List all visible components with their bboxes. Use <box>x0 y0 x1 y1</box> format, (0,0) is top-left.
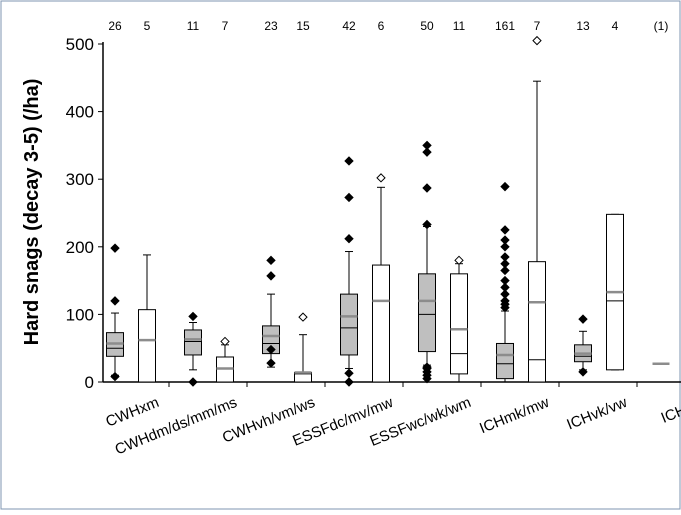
outlier-point <box>500 289 510 299</box>
outlier-point <box>344 156 354 166</box>
box-filled <box>184 329 202 356</box>
sample-size-label: 23 <box>264 19 278 33</box>
sample-size-label: 11 <box>453 19 466 33</box>
outlier-point <box>266 358 276 368</box>
outlier-point <box>500 296 510 306</box>
outlier-point <box>266 344 276 355</box>
outlier-point <box>500 181 510 192</box>
outlier-point <box>500 242 510 252</box>
sample-size-label: 13 <box>576 19 590 33</box>
sample-size-label: 7 <box>222 19 229 33</box>
sample-size-label: 5 <box>144 19 151 33</box>
outlier-point <box>532 35 542 46</box>
outlier-point <box>422 140 432 151</box>
sample-size-label: 26 <box>108 19 122 33</box>
outlier-point <box>422 183 432 193</box>
outlier-point <box>422 362 432 372</box>
y-axis-title: Hard snags (decay 3-5) (/ha) <box>21 79 43 346</box>
box-open <box>138 309 156 383</box>
outlier-point <box>500 282 510 293</box>
y-tick-label: 100 <box>66 305 94 324</box>
sample-size-label: 4 <box>612 19 619 33</box>
outlier-point <box>188 377 198 387</box>
y-tick-label: 0 <box>85 373 94 392</box>
outlier-point <box>344 377 354 387</box>
sample-size-label: (1) <box>654 19 669 33</box>
outlier-point <box>110 371 120 382</box>
outlier-point <box>500 235 510 245</box>
y-tick-label: 200 <box>66 238 94 257</box>
outlier-point <box>220 336 230 347</box>
y-tick-label: 400 <box>66 103 94 122</box>
outlier-point <box>454 255 464 266</box>
box-open <box>372 264 390 383</box>
outlier-point <box>110 296 120 306</box>
outlier-point <box>376 173 386 183</box>
box-filled <box>340 293 358 356</box>
outlier-point <box>344 233 354 244</box>
sample-size-label: 15 <box>296 19 310 33</box>
outlier-point <box>578 367 588 377</box>
outlier-point <box>344 368 354 378</box>
outlier-point <box>422 219 432 230</box>
y-tick-label: 300 <box>66 170 94 189</box>
outlier-point <box>298 312 308 322</box>
sample-size-label: 161 <box>495 19 515 33</box>
outlier-point <box>344 192 354 203</box>
outlier-point <box>422 147 432 157</box>
outlier-point <box>500 258 510 269</box>
sample-size-label: 50 <box>420 19 434 33</box>
outlier-point <box>188 311 198 322</box>
outlier-point <box>500 275 510 286</box>
box-filled <box>496 342 514 380</box>
box-open <box>528 261 546 383</box>
outlier-point <box>500 225 510 235</box>
outlier-point <box>500 252 510 262</box>
outlier-point <box>110 243 120 253</box>
sample-size-label: 42 <box>342 19 356 33</box>
sample-size-label: 7 <box>534 19 541 33</box>
outlier-point <box>578 314 588 324</box>
outlier-point <box>500 265 510 276</box>
sample-size-label: 11 <box>187 19 200 33</box>
sample-size-label: 6 <box>378 19 385 33</box>
y-tick-label: 500 <box>66 35 94 54</box>
outlier-point <box>266 255 276 266</box>
box-filled <box>418 273 436 353</box>
outlier-point <box>266 271 276 281</box>
box-open <box>450 273 468 375</box>
